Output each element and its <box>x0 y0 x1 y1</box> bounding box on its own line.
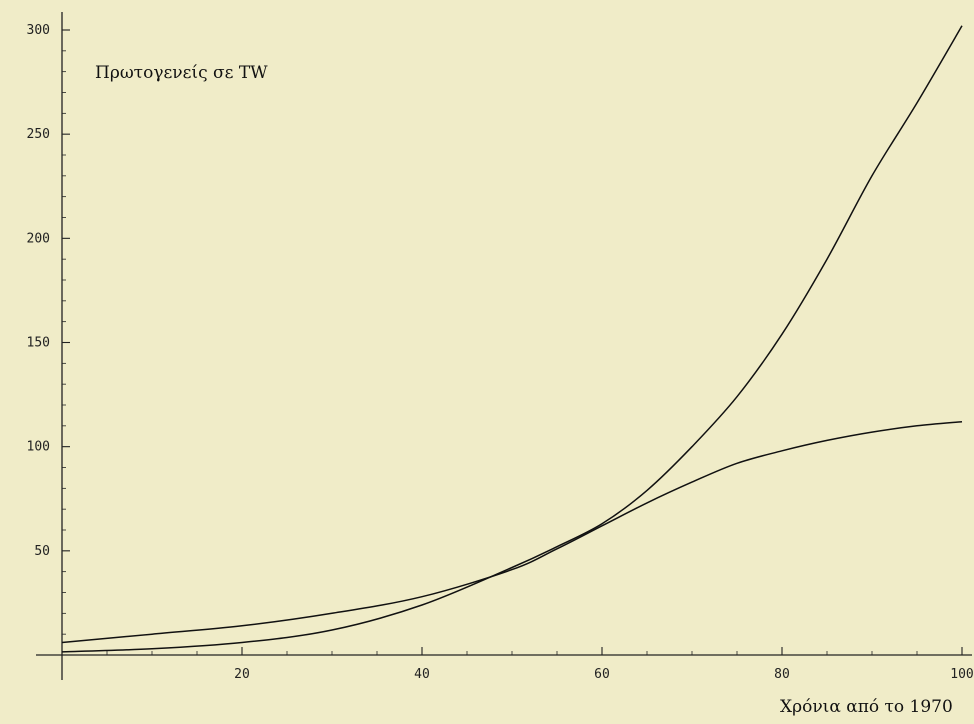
x-tick-label-100: 100 <box>950 667 973 682</box>
y-tick-label-50: 50 <box>34 544 50 559</box>
y-tick-label-150: 150 <box>27 336 50 351</box>
y-tick-label-300: 300 <box>27 23 50 38</box>
series-line-1 <box>61 25 963 653</box>
ticks: 20 40 60 80 100 50 100 150 200 250 300 <box>27 23 974 682</box>
axes <box>36 12 972 680</box>
x-tick-label-20: 20 <box>234 667 250 682</box>
series-line-2 <box>61 420 963 644</box>
y-tick-label-250: 250 <box>27 127 50 142</box>
y-tick-label-200: 200 <box>27 231 50 246</box>
y-axis-label: Πρωτογενείς σε TW <box>95 63 268 83</box>
x-tick-label-40: 40 <box>414 667 430 682</box>
x-axis-label: Χρόνια από το 1970 <box>780 697 953 717</box>
x-tick-label-80: 80 <box>774 667 790 682</box>
y-tick-label-100: 100 <box>27 440 50 455</box>
x-tick-label-60: 60 <box>594 667 610 682</box>
series-group <box>61 25 963 653</box>
